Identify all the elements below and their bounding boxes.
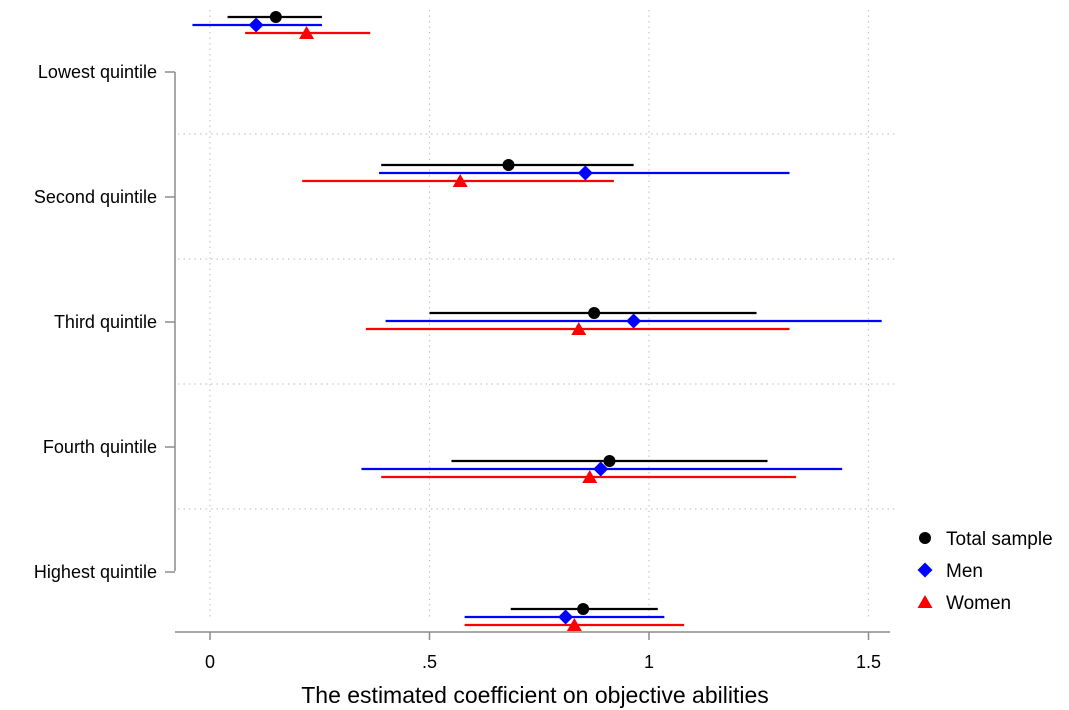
category-label: Highest quintile (34, 562, 157, 582)
legend-label: Women (946, 593, 1011, 614)
series-markers-total-sample (269, 11, 616, 615)
x-ticks: 0 .5 1 1.5 (205, 632, 881, 672)
point-marker-circle (502, 159, 515, 171)
point-marker-triangle (566, 618, 582, 631)
point-marker-diamond (577, 165, 593, 181)
x-tick-label: .5 (422, 652, 437, 672)
point-marker-circle (603, 455, 616, 467)
legend: Total sample Men Women (917, 529, 1053, 614)
point-marker-triangle (917, 595, 933, 608)
point-marker-circle (269, 11, 282, 23)
x-tick-label: 1 (644, 652, 654, 672)
legend-label: Total sample (946, 529, 1053, 550)
legend-item: Total sample (919, 529, 1053, 550)
series-total-sample (227, 15, 768, 611)
point-marker-triangle (452, 174, 468, 187)
point-marker-circle (577, 603, 590, 615)
category-label: Fourth quintile (43, 437, 157, 457)
legend-label: Men (946, 561, 983, 582)
x-axis-title: The estimated coefficient on objective a… (301, 682, 769, 708)
point-marker-triangle (582, 470, 598, 483)
point-marker-triangle (571, 322, 587, 335)
series (192, 11, 882, 631)
point-marker-circle (919, 532, 931, 544)
point-marker-diamond (593, 461, 609, 477)
series-markers-women (299, 26, 598, 631)
point-marker-circle (588, 307, 601, 319)
category-label: Lowest quintile (38, 62, 157, 82)
legend-item: Women (917, 593, 1011, 614)
point-marker-diamond (626, 313, 642, 329)
category-labels: Lowest quintile Second quintile Third quin… (34, 62, 175, 582)
axes (174, 72, 890, 633)
point-marker-diamond (917, 562, 933, 578)
grid-lines (178, 10, 895, 620)
x-tick-label: 1.5 (856, 652, 881, 672)
point-marker-triangle (299, 26, 315, 39)
x-tick-label: 0 (205, 652, 215, 672)
point-marker-diamond (248, 17, 264, 33)
category-label: Second quintile (34, 187, 157, 207)
series-markers-men (248, 17, 642, 625)
point-marker-diamond (558, 609, 574, 625)
category-label: Third quintile (54, 312, 157, 332)
series-men (192, 23, 882, 619)
series-women (245, 31, 797, 627)
legend-item: Men (917, 561, 983, 582)
